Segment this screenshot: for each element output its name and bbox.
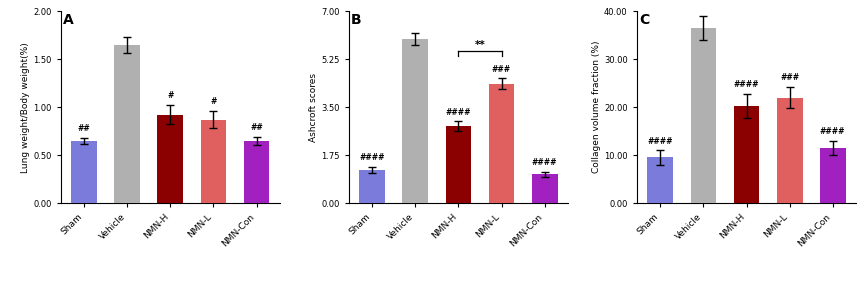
Bar [402,39,428,203]
Bar [359,170,385,203]
Bar [690,28,716,203]
Bar [71,141,97,203]
Text: #: # [167,91,174,100]
Text: ####: #### [360,153,385,162]
Text: **: ** [475,40,485,50]
Text: ###: ### [780,73,799,82]
Text: ####: #### [532,158,557,167]
Bar [445,126,471,203]
Text: ###: ### [492,65,511,74]
Text: C: C [639,13,649,27]
Text: B: B [351,13,362,27]
Y-axis label: Lung weight/Body weight(%): Lung weight/Body weight(%) [22,42,30,173]
Bar [532,174,558,203]
Y-axis label: Collagen volume fraction (%): Collagen volume fraction (%) [593,41,601,173]
Text: ##: ## [250,123,263,132]
Bar [734,106,759,203]
Bar [157,115,183,203]
Bar [114,45,140,203]
Text: ####: #### [734,80,759,89]
Text: ####: #### [648,136,673,146]
Bar [489,84,515,203]
Bar [201,120,227,203]
Bar [777,98,803,203]
Text: ##: ## [78,124,91,133]
Text: A: A [63,13,74,27]
Bar [244,141,269,203]
Text: ####: #### [820,127,845,136]
Y-axis label: Ashcroft scores: Ashcroft scores [310,73,318,142]
Text: ####: #### [445,108,471,117]
Text: #: # [210,97,216,106]
Bar [648,157,673,203]
Bar [820,148,846,203]
